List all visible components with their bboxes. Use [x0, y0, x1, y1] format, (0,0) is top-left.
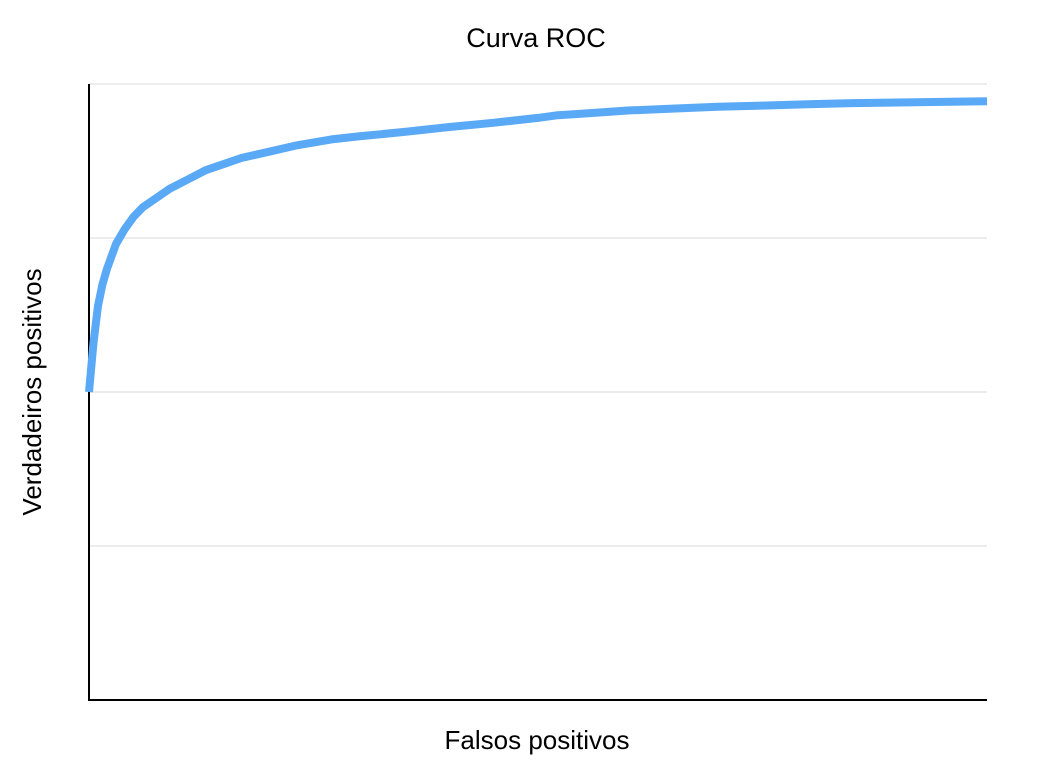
chart-title: Curva ROC [466, 23, 606, 53]
x-axis-label: Falsos positivos [445, 725, 630, 755]
gridlines [89, 83, 987, 547]
y-axis-label: Verdadeiros positivos [17, 268, 47, 515]
roc-curve-line [85, 97, 988, 393]
